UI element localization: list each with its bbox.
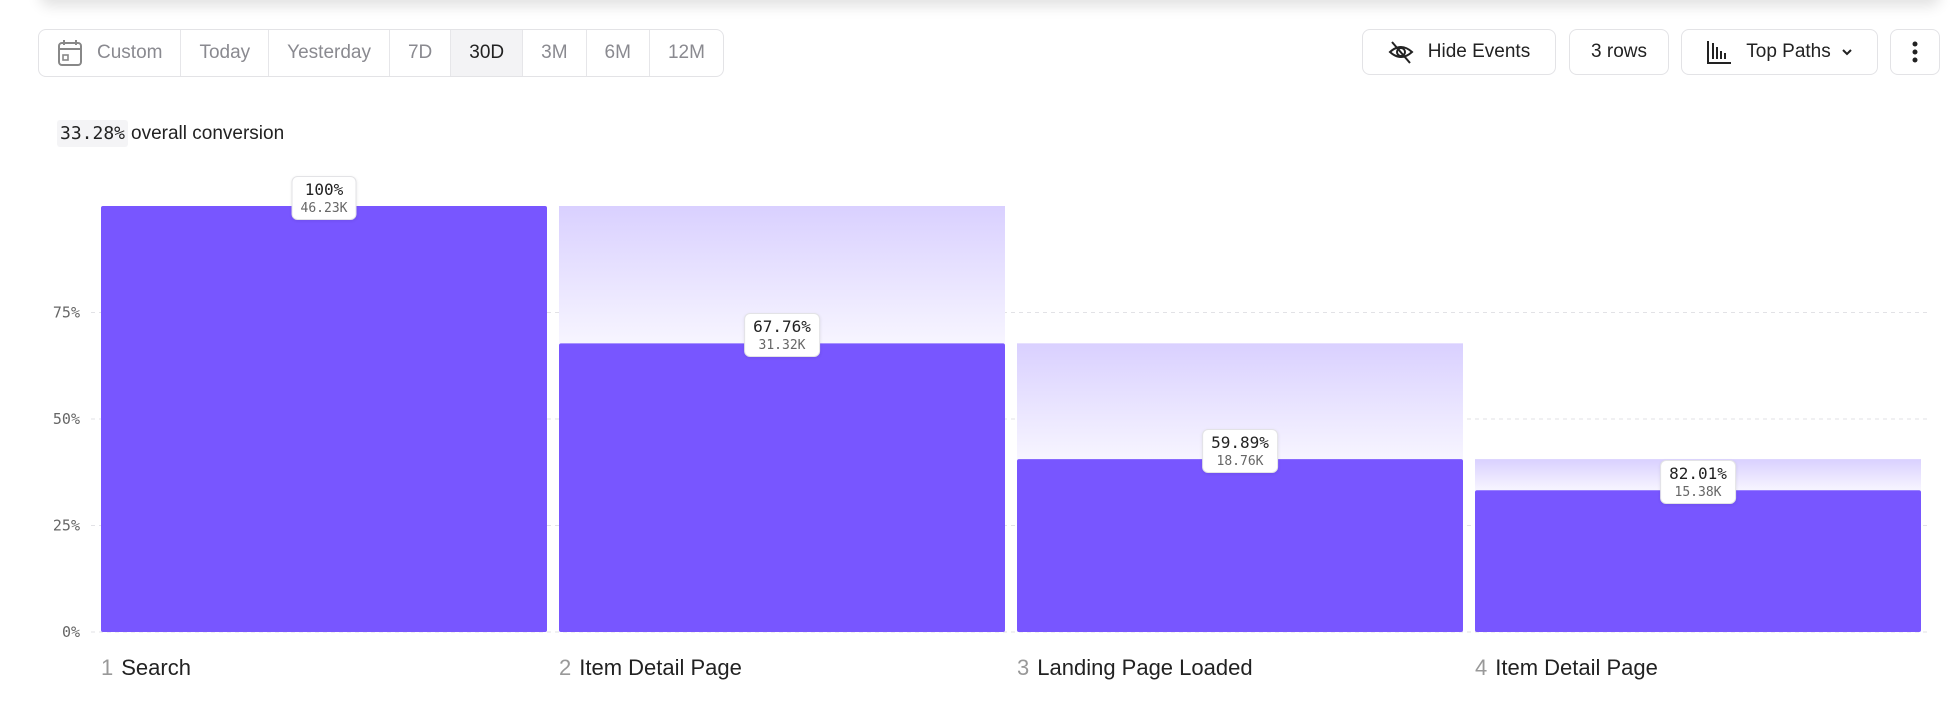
step-label[interactable]: 2 Item Detail Page — [559, 655, 742, 681]
hide-events-label: Hide Events — [1427, 41, 1531, 62]
range-today[interactable]: Today — [181, 30, 270, 76]
range-12m[interactable]: 12M — [667, 42, 705, 63]
bar-data-label: 82.01% 15.38K — [1660, 460, 1736, 505]
step-name: Item Detail Page — [579, 655, 742, 680]
y-tick-label: 25% — [53, 517, 80, 535]
calendar-icon — [57, 39, 83, 67]
eye-off-icon — [1388, 41, 1414, 64]
range-custom[interactable]: Custom — [39, 30, 182, 76]
y-tick-label: 0% — [62, 623, 80, 641]
step-count: 46.23K — [300, 201, 348, 216]
range-label: Custom — [97, 42, 163, 63]
step-index: 4 — [1475, 655, 1488, 680]
step-percent: 67.76% — [753, 317, 811, 337]
y-tick-label: 75% — [53, 304, 80, 322]
bar-chart-icon — [1707, 41, 1732, 64]
more-options-button[interactable] — [1890, 29, 1940, 75]
conversion-label: overall conversion — [131, 122, 285, 144]
funnel-bar — [101, 206, 547, 632]
view-dropdown[interactable]: Top Paths — [1681, 29, 1878, 75]
range-7d[interactable]: 7D — [390, 30, 452, 76]
step-label[interactable]: 1 Search — [101, 655, 191, 681]
step-percent: 82.01% — [1669, 464, 1727, 484]
funnel-bar — [1017, 459, 1463, 632]
y-tick-label: 50% — [53, 410, 80, 428]
hide-events-button[interactable]: Hide Events — [1362, 29, 1556, 75]
range-6m[interactable]: 6M — [587, 30, 650, 76]
step-percent: 100% — [304, 180, 344, 199]
step-percent: 59.89% — [1211, 433, 1269, 453]
step-name: Item Detail Page — [1495, 655, 1658, 680]
more-vertical-icon — [1912, 41, 1918, 63]
range-3m[interactable]: 3M — [523, 30, 587, 76]
range-30d[interactable]: 30D — [451, 30, 524, 76]
step-count: 31.32K — [758, 338, 806, 354]
range-yesterday[interactable]: Yesterday — [269, 30, 390, 76]
chevron-down-icon — [1842, 49, 1852, 56]
funnel-bar — [1475, 490, 1921, 632]
date-range-selector: Custom Today Yesterday 7D 30D 3M 6M 12M — [38, 29, 724, 77]
step-name: Landing Page Loaded — [1037, 655, 1253, 680]
bar-data-label: 100% 46.23K — [291, 176, 357, 220]
bar-data-label: 59.89% 18.76K — [1202, 429, 1278, 474]
funnel-bar — [559, 343, 1005, 632]
step-index: 3 — [1017, 655, 1030, 680]
step-name: Search — [121, 655, 191, 680]
step-label[interactable]: 3 Landing Page Loaded — [1017, 655, 1253, 681]
overall-conversion: 33.28% overall conversion — [57, 120, 284, 147]
conversion-value: 33.28% — [57, 120, 129, 147]
rows-button[interactable]: 3 rows — [1569, 29, 1669, 75]
step-count: 18.76K — [1216, 454, 1264, 470]
bar-data-label: 67.76% 31.32K — [744, 313, 820, 358]
step-count: 15.38K — [1674, 485, 1722, 501]
step-label[interactable]: 4 Item Detail Page — [1475, 655, 1658, 681]
step-index: 1 — [101, 655, 114, 680]
view-label: Top Paths — [1746, 41, 1831, 62]
step-index: 2 — [559, 655, 572, 680]
